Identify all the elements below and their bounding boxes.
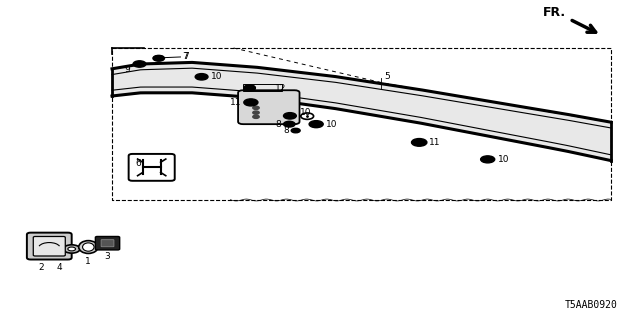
Text: 7: 7 (182, 52, 188, 61)
Text: 11: 11 (230, 98, 241, 107)
FancyBboxPatch shape (101, 240, 114, 247)
Text: 8: 8 (276, 120, 282, 129)
Text: FR.: FR. (543, 5, 566, 19)
Text: 9: 9 (125, 65, 131, 74)
FancyBboxPatch shape (129, 154, 175, 181)
Circle shape (481, 156, 495, 163)
Text: 8: 8 (284, 126, 289, 135)
Ellipse shape (83, 243, 94, 251)
FancyBboxPatch shape (27, 233, 72, 260)
Circle shape (244, 85, 255, 91)
Text: 10: 10 (300, 108, 311, 116)
Circle shape (253, 111, 259, 114)
Circle shape (133, 61, 146, 67)
Circle shape (68, 247, 76, 251)
FancyBboxPatch shape (238, 90, 300, 124)
Text: 5: 5 (384, 72, 390, 81)
Text: 12: 12 (275, 84, 287, 92)
Text: 4: 4 (56, 263, 61, 272)
Circle shape (253, 106, 259, 109)
Circle shape (412, 139, 427, 146)
Circle shape (309, 121, 323, 128)
Circle shape (195, 74, 208, 80)
Text: T5AAB0920: T5AAB0920 (564, 300, 618, 310)
Circle shape (63, 245, 80, 253)
Circle shape (154, 56, 164, 61)
Ellipse shape (79, 241, 98, 253)
Text: 2: 2 (38, 263, 44, 272)
FancyBboxPatch shape (95, 236, 120, 250)
Text: 10: 10 (498, 155, 509, 164)
Text: 1: 1 (86, 257, 91, 266)
Circle shape (153, 55, 164, 61)
Circle shape (284, 121, 295, 127)
Text: 7: 7 (183, 52, 189, 61)
Circle shape (253, 115, 259, 118)
Text: 6: 6 (135, 159, 141, 168)
Circle shape (291, 128, 300, 133)
Text: 10: 10 (326, 120, 337, 129)
Text: 11: 11 (429, 138, 441, 147)
FancyBboxPatch shape (33, 236, 65, 256)
Circle shape (284, 113, 296, 119)
Text: 10: 10 (211, 72, 223, 81)
Circle shape (244, 99, 258, 106)
Text: 3: 3 (105, 252, 110, 260)
